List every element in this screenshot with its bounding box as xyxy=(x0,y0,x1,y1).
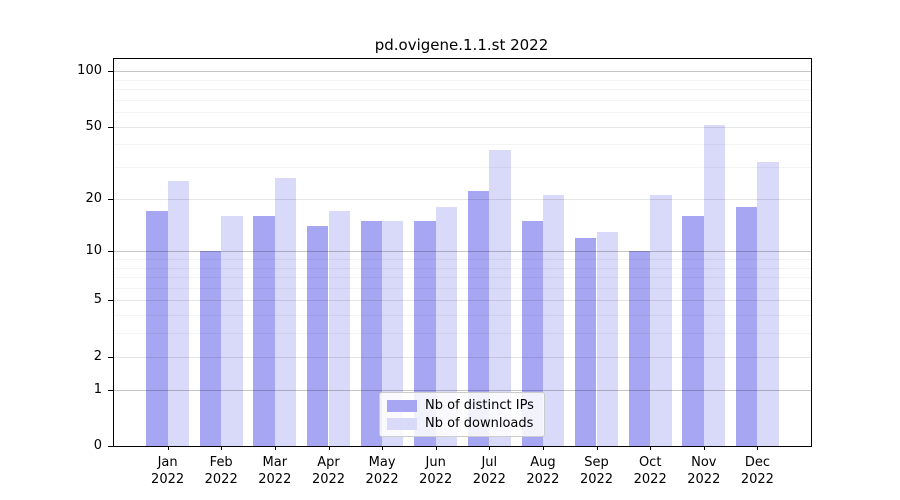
y-gridline-minor xyxy=(114,79,811,81)
x-axis-label-month: Jun 2022 xyxy=(419,455,453,487)
bar-downloads xyxy=(757,161,779,446)
distinct-ips-swatch xyxy=(387,399,417,412)
x-axis-label-month: Nov 2022 xyxy=(687,455,721,487)
y-tick-mark xyxy=(108,300,114,302)
legend-label-distinct-ips: Nb of distinct IPs xyxy=(425,398,534,413)
bar-downloads xyxy=(489,150,511,446)
chart-title: pd.ovigene.1.1.st 2022 xyxy=(374,36,549,54)
bar-distinct-ips xyxy=(253,215,275,446)
x-tick-mark xyxy=(435,445,437,450)
bar-downloads xyxy=(703,124,726,446)
y-axis-tick-label: 1 xyxy=(93,381,102,397)
y-gridline-minor xyxy=(114,88,811,90)
y-gridline-minor xyxy=(114,112,811,113)
y-tick-mark xyxy=(108,389,114,391)
y-axis-tick-label: 5 xyxy=(93,292,102,308)
bar-distinct-ips xyxy=(521,220,543,446)
bar-distinct-ips xyxy=(360,220,382,446)
bar-distinct-ips xyxy=(146,211,168,446)
downloads-swatch xyxy=(387,417,417,430)
x-tick-mark xyxy=(650,445,652,450)
y-axis-tick-label: 0 xyxy=(93,438,102,453)
x-tick-mark xyxy=(274,445,276,450)
bar-downloads xyxy=(274,178,297,446)
x-tick-mark xyxy=(328,445,330,450)
bar-downloads xyxy=(221,215,243,446)
x-tick-mark xyxy=(596,445,598,450)
y-tick-mark xyxy=(108,356,114,358)
y-axis-tick-label: 100 xyxy=(77,63,102,78)
y-tick-mark xyxy=(108,446,114,447)
x-axis-label-month: Sep 2022 xyxy=(579,455,614,487)
x-tick-mark xyxy=(703,445,705,450)
bar-downloads xyxy=(435,206,458,446)
bar-distinct-ips xyxy=(735,206,758,446)
bar-distinct-ips xyxy=(575,237,597,446)
y-tick-mark xyxy=(108,198,114,200)
x-tick-mark xyxy=(489,445,491,450)
plot-area: 0 1 2 5 10 20 50 100 Jan 2022 Feb 2022 Mar 2022 Apr… xyxy=(77,58,812,487)
x-tick-mark xyxy=(542,445,544,450)
bar-downloads xyxy=(167,181,189,446)
bar-downloads xyxy=(650,194,672,446)
bar-downloads xyxy=(542,194,565,446)
x-axis-label-month: Jul 2022 xyxy=(472,455,506,487)
x-tick-mark xyxy=(221,445,223,450)
bar-downloads xyxy=(382,220,404,446)
bar-downloads xyxy=(328,211,350,446)
x-tick-mark xyxy=(382,445,384,450)
y-axis-tick-label: 2 xyxy=(93,348,102,364)
legend: Nb of distinct IPs Nb of downloads xyxy=(379,392,545,437)
bar-distinct-ips xyxy=(628,251,651,446)
y-gridline-minor xyxy=(114,99,811,101)
legend-item-distinct-ips: Nb of distinct IPs xyxy=(387,398,534,413)
y-tick-mark xyxy=(108,126,114,128)
x-tick-mark xyxy=(167,445,169,450)
x-axis-label-month: Apr 2022 xyxy=(311,455,346,487)
x-tick-mark xyxy=(757,445,759,450)
y-axis-tick-label: 20 xyxy=(85,190,102,206)
legend-item-downloads: Nb of downloads xyxy=(387,416,534,431)
x-axis-label-month: Jan 2022 xyxy=(151,455,185,487)
y-gridline xyxy=(114,71,811,72)
x-axis-label-month: Aug 2022 xyxy=(526,455,560,487)
bar-distinct-ips xyxy=(467,191,490,446)
bar-downloads xyxy=(596,231,618,446)
x-axis-label-month: Oct 2022 xyxy=(633,455,667,487)
y-tick-mark xyxy=(108,71,114,72)
x-axis-label-month: Mar 2022 xyxy=(258,455,292,487)
bar-distinct-ips xyxy=(307,226,329,446)
bar-distinct-ips xyxy=(414,220,436,446)
x-axis-label-month: May 2022 xyxy=(365,455,399,487)
bar-distinct-ips xyxy=(682,215,704,446)
y-axis-tick-label: 10 xyxy=(85,243,102,259)
y-tick-mark xyxy=(108,251,114,253)
legend-label-downloads: Nb of downloads xyxy=(425,416,534,431)
y-axis-tick-label: 50 xyxy=(85,118,102,134)
x-axis-label-month: Feb 2022 xyxy=(204,455,238,487)
x-axis-label-month: Dec 2022 xyxy=(740,455,774,487)
bar-distinct-ips xyxy=(199,251,222,446)
